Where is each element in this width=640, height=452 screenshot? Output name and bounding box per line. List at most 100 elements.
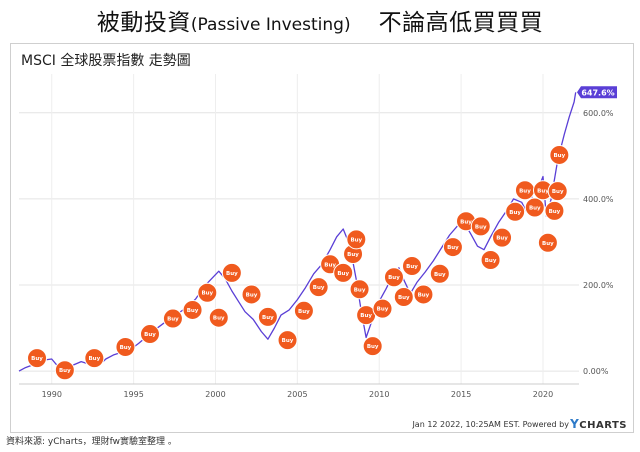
buy-marker-label: Buy — [529, 205, 541, 211]
buy-marker-label: Buy — [388, 275, 400, 281]
buy-marker-label: Buy — [475, 224, 487, 230]
buy-marker-label: Buy — [537, 188, 549, 194]
buy-marker — [293, 300, 314, 321]
buy-marker-label: Buy — [313, 285, 325, 291]
buy-marker — [162, 308, 183, 329]
buy-marker — [197, 282, 218, 303]
buy-marker-label: Buy — [298, 309, 310, 315]
buy-marker-label: Buy — [167, 317, 179, 323]
headline: 被動投資(Passive Investing) 不論高低買買買 — [0, 6, 640, 42]
buy-marker — [480, 250, 501, 270]
y-tick-label: 600.0% — [583, 109, 614, 118]
ycharts-wordmark: CHARTS — [579, 420, 627, 431]
buy-marker-label: Buy — [553, 153, 565, 159]
buy-marker-label: Buy — [418, 292, 430, 298]
buy-marker-label: Buy — [144, 332, 156, 338]
buy-marker-label: Buy — [324, 262, 336, 268]
buy-marker — [84, 348, 105, 369]
buy-marker-label: Buy — [377, 307, 389, 313]
end-value-label: 647.6% — [581, 88, 614, 97]
buy-marker-label: Buy — [549, 209, 561, 215]
buy-marker — [492, 227, 513, 248]
buy-marker — [346, 229, 367, 250]
buy-marker — [505, 201, 526, 222]
buy-marker — [393, 287, 414, 308]
buy-marker — [221, 262, 242, 283]
x-tick-label: 2000 — [205, 390, 225, 399]
buy-marker-label: Buy — [59, 368, 71, 374]
chart-svg: 0.00% 200.0% 400.0% 600.0% 1990 1995 2000 2005 2… — [18, 74, 617, 399]
ycharts-y-mark: Y — [570, 417, 580, 431]
buy-marker-label: Buy — [337, 271, 349, 277]
buy-marker — [208, 307, 229, 328]
buy-marker — [54, 360, 75, 381]
footer-powered-by: Powered by — [522, 420, 569, 429]
buy-marker — [547, 181, 568, 202]
headline-main: 被動投資 — [96, 10, 191, 36]
buy-marker-label: Buy — [187, 308, 199, 314]
buy-marker — [470, 216, 491, 237]
buy-marker-label: Buy — [246, 292, 258, 298]
buy-marker — [277, 330, 298, 351]
buy-marker — [139, 324, 160, 345]
buy-marker-label: Buy — [519, 188, 531, 194]
buy-marker — [349, 279, 370, 300]
y-tick-label: 0.00% — [583, 367, 609, 376]
buy-marker-label: Buy — [213, 316, 225, 322]
buy-marker-label: Buy — [460, 219, 472, 225]
buy-marker-label: Buy — [88, 356, 100, 362]
buy-marker — [241, 284, 262, 305]
buy-marker-label: Buy — [262, 315, 274, 321]
buy-marker-label: Buy — [398, 295, 410, 301]
buy-marker — [115, 336, 136, 357]
source-note: 資料來源: yCharts，理財fw實驗室整理 。 — [6, 437, 177, 447]
headline-tail: 不論高低買買買 — [378, 10, 544, 36]
buy-marker-label: Buy — [350, 237, 362, 243]
buy-marker-label: Buy — [282, 338, 294, 344]
buy-marker-label: Buy — [542, 241, 554, 247]
buy-marker — [413, 284, 434, 305]
buy-marker-label: Buy — [31, 356, 43, 362]
buy-marker — [308, 277, 329, 298]
buy-marker — [362, 336, 383, 357]
ycharts-logo[interactable]: YCHARTS — [570, 417, 627, 431]
buy-marker — [383, 267, 404, 288]
buy-marker-label: Buy — [509, 210, 521, 216]
buy-marker — [182, 299, 203, 320]
buy-marker — [544, 200, 565, 221]
buy-marker — [537, 232, 558, 253]
buy-marker-label: Buy — [406, 264, 418, 270]
buy-marker-label: Buy — [354, 287, 366, 293]
x-tick-label: 2010 — [369, 390, 389, 399]
buy-marker-label: Buy — [367, 344, 379, 350]
buy-marker — [257, 306, 278, 327]
buy-marker — [372, 298, 393, 319]
buy-marker-label: Buy — [485, 258, 497, 264]
x-tick-label: 1990 — [42, 390, 62, 399]
buy-marker-label: Buy — [226, 271, 238, 277]
buy-marker-label: Buy — [360, 313, 372, 319]
x-tick-label: 2005 — [287, 390, 307, 399]
headline-english: (Passive Investing) — [190, 15, 351, 35]
y-tick-label: 200.0% — [583, 281, 614, 290]
buy-marker — [401, 256, 422, 277]
buy-marker-label: Buy — [120, 345, 132, 351]
x-tick-label: 2015 — [451, 390, 471, 399]
chart-title: MSCI 全球股票指數 走勢圖 — [21, 53, 191, 69]
buy-marker — [429, 263, 450, 284]
footer-timestamp: Jan 12 2022, 10:25AM EST. Powered by — [412, 420, 569, 429]
buy-marker — [442, 237, 463, 258]
buy-marker-label: Buy — [447, 245, 459, 251]
buy-marker-label: Buy — [201, 291, 213, 297]
buy-marker-label: Buy — [552, 189, 564, 195]
buy-marker — [27, 348, 48, 369]
y-tick-label: 400.0% — [583, 195, 614, 204]
x-tick-label: 2020 — [533, 390, 553, 399]
buy-marker-label: Buy — [347, 252, 359, 258]
end-value-badge — [577, 86, 617, 99]
buy-marker-label: Buy — [496, 236, 508, 242]
chart-frame: MSCI 全球股票指數 走勢圖 0.00% 200.0% 400.0% 600.0% 1… — [10, 43, 634, 433]
buy-marker — [549, 144, 570, 165]
buy-marker — [333, 262, 354, 283]
footer-date: Jan 12 2022, 10:25AM EST. — [412, 420, 521, 429]
